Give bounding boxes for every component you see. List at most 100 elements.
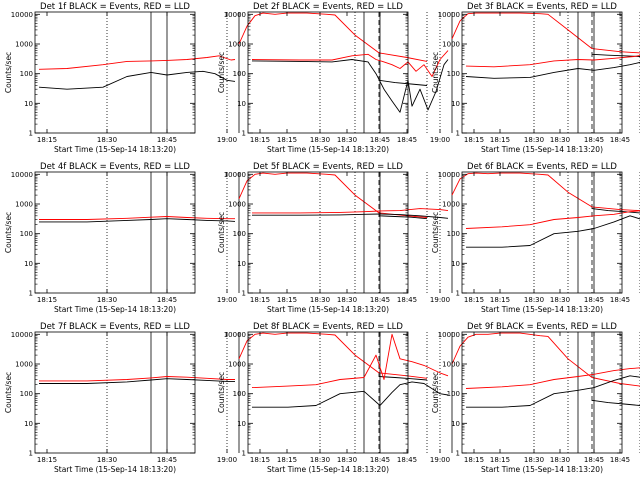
x-tick-label: 18:45 xyxy=(157,136,177,144)
plot-frame xyxy=(461,11,623,134)
x-tick-label: 19:00 xyxy=(217,136,237,144)
x-tick-label: 18:15 xyxy=(277,136,297,144)
x-tick-label: 18:45 xyxy=(610,456,630,464)
x-axis-label: Start Time (15-Sep-14 18:13:20) xyxy=(54,465,176,474)
y-tick-label: 1 xyxy=(242,450,246,458)
y-tick-label: 10 xyxy=(237,260,246,268)
chart-panel: Det 9f BLACK = Events, RED = LLD Counts/s… xyxy=(431,322,640,474)
events-series-line xyxy=(466,375,640,408)
y-tick-label: 10000 xyxy=(11,331,33,339)
chart-title: Det 7f BLACK = Events, RED = LLD xyxy=(40,322,190,332)
y-tick-label: 1 xyxy=(29,450,33,458)
x-tick-label: 18:45 xyxy=(370,136,390,144)
y-axis-label: Counts/sec xyxy=(217,212,226,253)
x-tick-label: 18:30 xyxy=(524,296,544,304)
plot-frame xyxy=(34,331,196,454)
y-tick-label: 1000 xyxy=(442,361,460,369)
lld-series-line xyxy=(451,332,640,387)
y-tick-label: 10000 xyxy=(438,171,460,179)
lld-series-line xyxy=(39,376,235,382)
x-tick-label: 18:45 xyxy=(397,296,417,304)
x-tick-label: 18:30 xyxy=(550,456,570,464)
chart-title: Det 1f BLACK = Events, RED = LLD xyxy=(40,2,190,12)
x-axis-label: Start Time (15-Sep-14 18:13:20) xyxy=(267,145,389,154)
chart-title: Det 6f BLACK = Events, RED = LLD xyxy=(467,162,617,172)
y-tick-label: 1 xyxy=(29,130,33,138)
x-tick-label: 18:15 xyxy=(490,136,510,144)
events-series-line xyxy=(591,53,640,57)
y-axis-label: Counts/sec xyxy=(431,52,440,93)
chart-title: Det 3f BLACK = Events, RED = LLD xyxy=(467,2,617,12)
y-tick-label: 1000 xyxy=(442,41,460,49)
x-tick-label: 18:45 xyxy=(610,136,630,144)
chart-title: Det 9f BLACK = Events, RED = LLD xyxy=(467,322,617,332)
x-axis-label: Start Time (15-Sep-14 18:13:20) xyxy=(54,145,176,154)
events-series-line xyxy=(39,378,235,384)
y-tick-label: 10000 xyxy=(438,11,460,19)
x-axis-label: Start Time (15-Sep-14 18:13:20) xyxy=(267,305,389,314)
lld-series-line xyxy=(39,216,235,220)
events-series-line xyxy=(465,61,640,79)
x-tick-label: 18:45 xyxy=(370,296,390,304)
lld-series-line xyxy=(238,12,428,62)
x-tick-label: 18:45 xyxy=(610,296,630,304)
x-tick-label: 18:15 xyxy=(277,296,297,304)
y-tick-label: 100 xyxy=(447,230,460,238)
plot-frame xyxy=(34,171,196,294)
y-tick-label: 100 xyxy=(233,390,246,398)
y-axis-label: Counts/sec xyxy=(4,212,13,253)
lld-series-line xyxy=(251,50,449,77)
y-tick-label: 100 xyxy=(447,390,460,398)
y-tick-label: 10 xyxy=(451,100,460,108)
x-tick-label: 18:30 xyxy=(310,136,330,144)
x-axis-label: Start Time (15-Sep-14 18:13:20) xyxy=(481,145,603,154)
plot-frame xyxy=(247,331,409,454)
y-tick-label: 1 xyxy=(456,130,460,138)
chart-panel: Det 3f BLACK = Events, RED = LLD Counts/s… xyxy=(431,2,640,154)
y-tick-label: 10000 xyxy=(224,171,246,179)
events-series-line xyxy=(591,208,640,214)
y-tick-label: 1000 xyxy=(228,41,246,49)
plot-frame xyxy=(461,331,623,454)
y-axis-label: Counts/sec xyxy=(4,52,13,93)
x-tick-label: 18:15 xyxy=(464,296,484,304)
x-tick-label: 18:45 xyxy=(370,456,390,464)
x-tick-label: 18:30 xyxy=(310,296,330,304)
y-tick-label: 1000 xyxy=(228,201,246,209)
chart-panel: Det 6f BLACK = Events, RED = LLD Counts/s… xyxy=(431,162,640,314)
x-tick-label: 18:30 xyxy=(524,136,544,144)
x-tick-label: 18:30 xyxy=(337,136,357,144)
events-series-line xyxy=(378,376,428,381)
y-tick-label: 100 xyxy=(447,70,460,78)
events-series-line xyxy=(378,215,428,220)
events-series-line xyxy=(251,59,449,113)
x-axis-label: Start Time (15-Sep-14 18:13:20) xyxy=(481,305,603,314)
y-tick-label: 1000 xyxy=(15,201,33,209)
lld-series-line xyxy=(465,367,640,389)
y-axis-label: Counts/sec xyxy=(431,372,440,413)
x-tick-label: 18:45 xyxy=(397,456,417,464)
y-tick-label: 10 xyxy=(451,260,460,268)
lld-series-line xyxy=(252,208,449,214)
y-tick-label: 1000 xyxy=(228,361,246,369)
y-tick-label: 100 xyxy=(233,70,246,78)
y-axis-label: Counts/sec xyxy=(217,372,226,413)
events-series-line xyxy=(252,381,449,408)
plot-frame xyxy=(461,171,623,294)
y-tick-label: 100 xyxy=(20,390,33,398)
x-axis-label: Start Time (15-Sep-14 18:13:20) xyxy=(267,465,389,474)
x-tick-label: 18:15 xyxy=(37,296,57,304)
chart-panel: Det 5f BLACK = Events, RED = LLD Counts/s… xyxy=(217,162,640,314)
x-tick-label: 19:00 xyxy=(430,296,450,304)
x-tick-label: 18:15 xyxy=(464,456,484,464)
x-tick-label: 18:45 xyxy=(584,456,604,464)
chart-title: Det 2f BLACK = Events, RED = LLD xyxy=(253,2,403,12)
chart-panel: Det 4f BLACK = Events, RED = LLD Counts/s… xyxy=(4,162,428,314)
lld-series-line xyxy=(465,210,640,229)
y-tick-label: 10000 xyxy=(438,331,460,339)
x-tick-label: 18:15 xyxy=(250,136,270,144)
y-tick-label: 1 xyxy=(456,450,460,458)
events-series-line xyxy=(378,79,428,86)
x-tick-label: 18:45 xyxy=(397,136,417,144)
